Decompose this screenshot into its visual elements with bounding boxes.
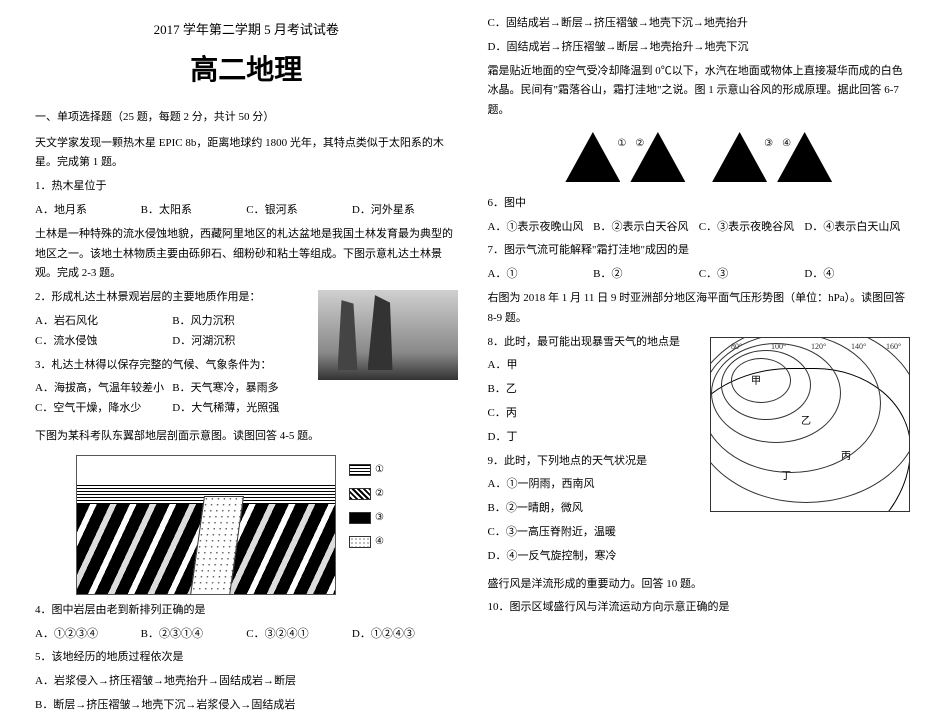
q4: 4．图中岩层由老到新排列正确的是 <box>35 601 458 621</box>
strata-diagram: →东 <box>76 455 336 595</box>
q6-a: A．①表示夜晚山风 <box>488 218 594 238</box>
mtn-lbl-1: ① <box>617 135 626 153</box>
q2-b: B．风力沉积 <box>172 312 309 332</box>
q1-d: D．河外星系 <box>352 201 458 221</box>
q5-d: D．固结成岩→挤压褶皱→断层→地壳抬升→地壳下沉 <box>488 38 911 58</box>
mountain-diagram: ① ② ③ ④ <box>488 127 911 190</box>
q2-a: A．岩石风化 <box>35 312 172 332</box>
q1-b: B．太阳系 <box>141 201 247 221</box>
q5: 5．该地经历的地质过程依次是 <box>35 648 458 668</box>
q4-a: A．①②③④ <box>35 625 141 645</box>
q3-c: C．空气干燥，降水少 <box>35 399 172 419</box>
mtn-lbl-2: ② <box>635 135 644 153</box>
q1: 1．热木星位于 <box>35 177 458 197</box>
intro-q89: 右图为 2018 年 1 月 11 日 9 时亚洲部分地区海平面气压形势图（单位… <box>488 289 911 329</box>
q6-c: C．③表示夜晚谷风 <box>699 218 805 238</box>
q9-c: C．③一高压脊附近，温暖 <box>488 523 911 543</box>
map-pt-ding: 丁 <box>781 468 791 486</box>
q3-b: B．天气寒冷，暴雨多 <box>172 379 309 399</box>
q5-c: C．固结成岩→断层→挤压褶皱→地壳下沉→地壳抬升 <box>488 14 911 34</box>
q1-a: A．地月系 <box>35 201 141 221</box>
landform-image <box>318 290 458 380</box>
q3-options: A．海拔高，气温年较差小 B．天气寒冷，暴雨多 C．空气干燥，降水少 D．大气稀… <box>35 379 310 419</box>
q6-d: D．④表示白天山风 <box>804 218 910 238</box>
intro-q45: 下图为某科考队东翼部地层剖面示意图。读图回答 4-5 题。 <box>35 427 458 447</box>
mtn-lbl-3: ③ <box>764 135 773 153</box>
section-1-title: 一、单项选择题（25 题，每题 2 分，共计 50 分） <box>35 108 458 128</box>
q2-d: D．河湖沉积 <box>172 332 309 352</box>
q3-a: A．海拔高，气温年较差小 <box>35 379 172 399</box>
right-column: C．固结成岩→断层→挤压褶皱→地壳下沉→地壳抬升 D．固结成岩→挤压褶皱→断层→… <box>473 10 926 629</box>
q6-b: B．②表示白天谷风 <box>593 218 699 238</box>
q5-b: B．断层→挤压褶皱→地壳下沉→岩浆侵入→固结成岩 <box>35 696 458 716</box>
mountain-left: ① ② <box>565 127 685 182</box>
q1-c: C．银河系 <box>246 201 352 221</box>
q2-options: A．岩石风化 B．风力沉积 C．流水侵蚀 D．河湖沉积 <box>35 312 310 352</box>
mtn-lbl-4: ④ <box>782 135 791 153</box>
intro-q1: 天文学家发现一颗热木星 EPIC 8b，距离地球约 1800 光年，其特点类似于… <box>35 134 458 174</box>
q7-a: A．① <box>488 265 594 285</box>
q4-d: D．①②④③ <box>352 625 458 645</box>
header-small: 2017 学年第二学期 5 月考试试卷 <box>35 18 458 41</box>
legend-label-1: ① <box>375 461 384 479</box>
q7-options: A．① B．② C．③ D．④ <box>488 265 911 285</box>
strata-figure: →东 ① ② ③ ④ <box>76 455 416 595</box>
q4-b: B．②③①④ <box>141 625 247 645</box>
legend-swatch-2 <box>349 488 371 500</box>
legend-label-4: ④ <box>375 533 384 551</box>
strata-legend: ① ② ③ ④ <box>349 455 384 557</box>
q5-a: A．岩浆侵入→挤压褶皱→地壳抬升→固结成岩→断层 <box>35 672 458 692</box>
q10: 10．图示区域盛行风与洋流运动方向示意正确的是 <box>488 598 911 618</box>
map-pt-bing: 丙 <box>841 448 851 466</box>
intro-q10: 盛行风是洋流形成的重要动力。回答 10 题。 <box>488 575 911 595</box>
q3-d: D．大气稀薄，光照强 <box>172 399 309 419</box>
q4-options: A．①②③④ B．②③①④ C．③②④① D．①②④③ <box>35 625 458 645</box>
q7-d: D．④ <box>804 265 910 285</box>
q7: 7．图示气流可能解释"霜打洼地"成因的是 <box>488 241 911 261</box>
intro-q23: 土林是一种特殊的流水侵蚀地貌，西藏阿里地区的札达盆地是我国土林发育最为典型的地区… <box>35 225 458 284</box>
q7-b: B．② <box>593 265 699 285</box>
q9-d: D．④一反气旋控制，寒冷 <box>488 547 911 567</box>
q2-c: C．流水侵蚀 <box>35 332 172 352</box>
legend-swatch-1 <box>349 464 371 476</box>
left-column: 2017 学年第二学期 5 月考试试卷 高二地理 一、单项选择题（25 题，每题… <box>20 10 473 629</box>
legend-swatch-4 <box>349 536 371 548</box>
header-large: 高二地理 <box>35 45 458 95</box>
q6: 6．图中 <box>488 194 911 214</box>
q1-options: A．地月系 B．太阳系 C．银河系 D．河外星系 <box>35 201 458 221</box>
legend-label-3: ③ <box>375 509 384 527</box>
pressure-map: 80° 100° 120° 140° 160° 甲 乙 丙 丁 <box>710 337 910 512</box>
mountain-right: ③ ④ <box>712 127 832 182</box>
q7-c: C．③ <box>699 265 805 285</box>
map-pt-jia: 甲 <box>751 373 761 391</box>
q6-options: A．①表示夜晚山风 B．②表示白天谷风 C．③表示夜晚谷风 D．④表示白天山风 <box>488 218 911 238</box>
legend-swatch-3 <box>349 512 371 524</box>
q4-c: C．③②④① <box>246 625 352 645</box>
legend-label-2: ② <box>375 485 384 503</box>
map-pt-yi: 乙 <box>801 413 811 431</box>
intro-q67: 霜是贴近地面的空气受冷却降温到 0℃以下，水汽在地面或物体上直接凝华而成的白色冰… <box>488 62 911 121</box>
